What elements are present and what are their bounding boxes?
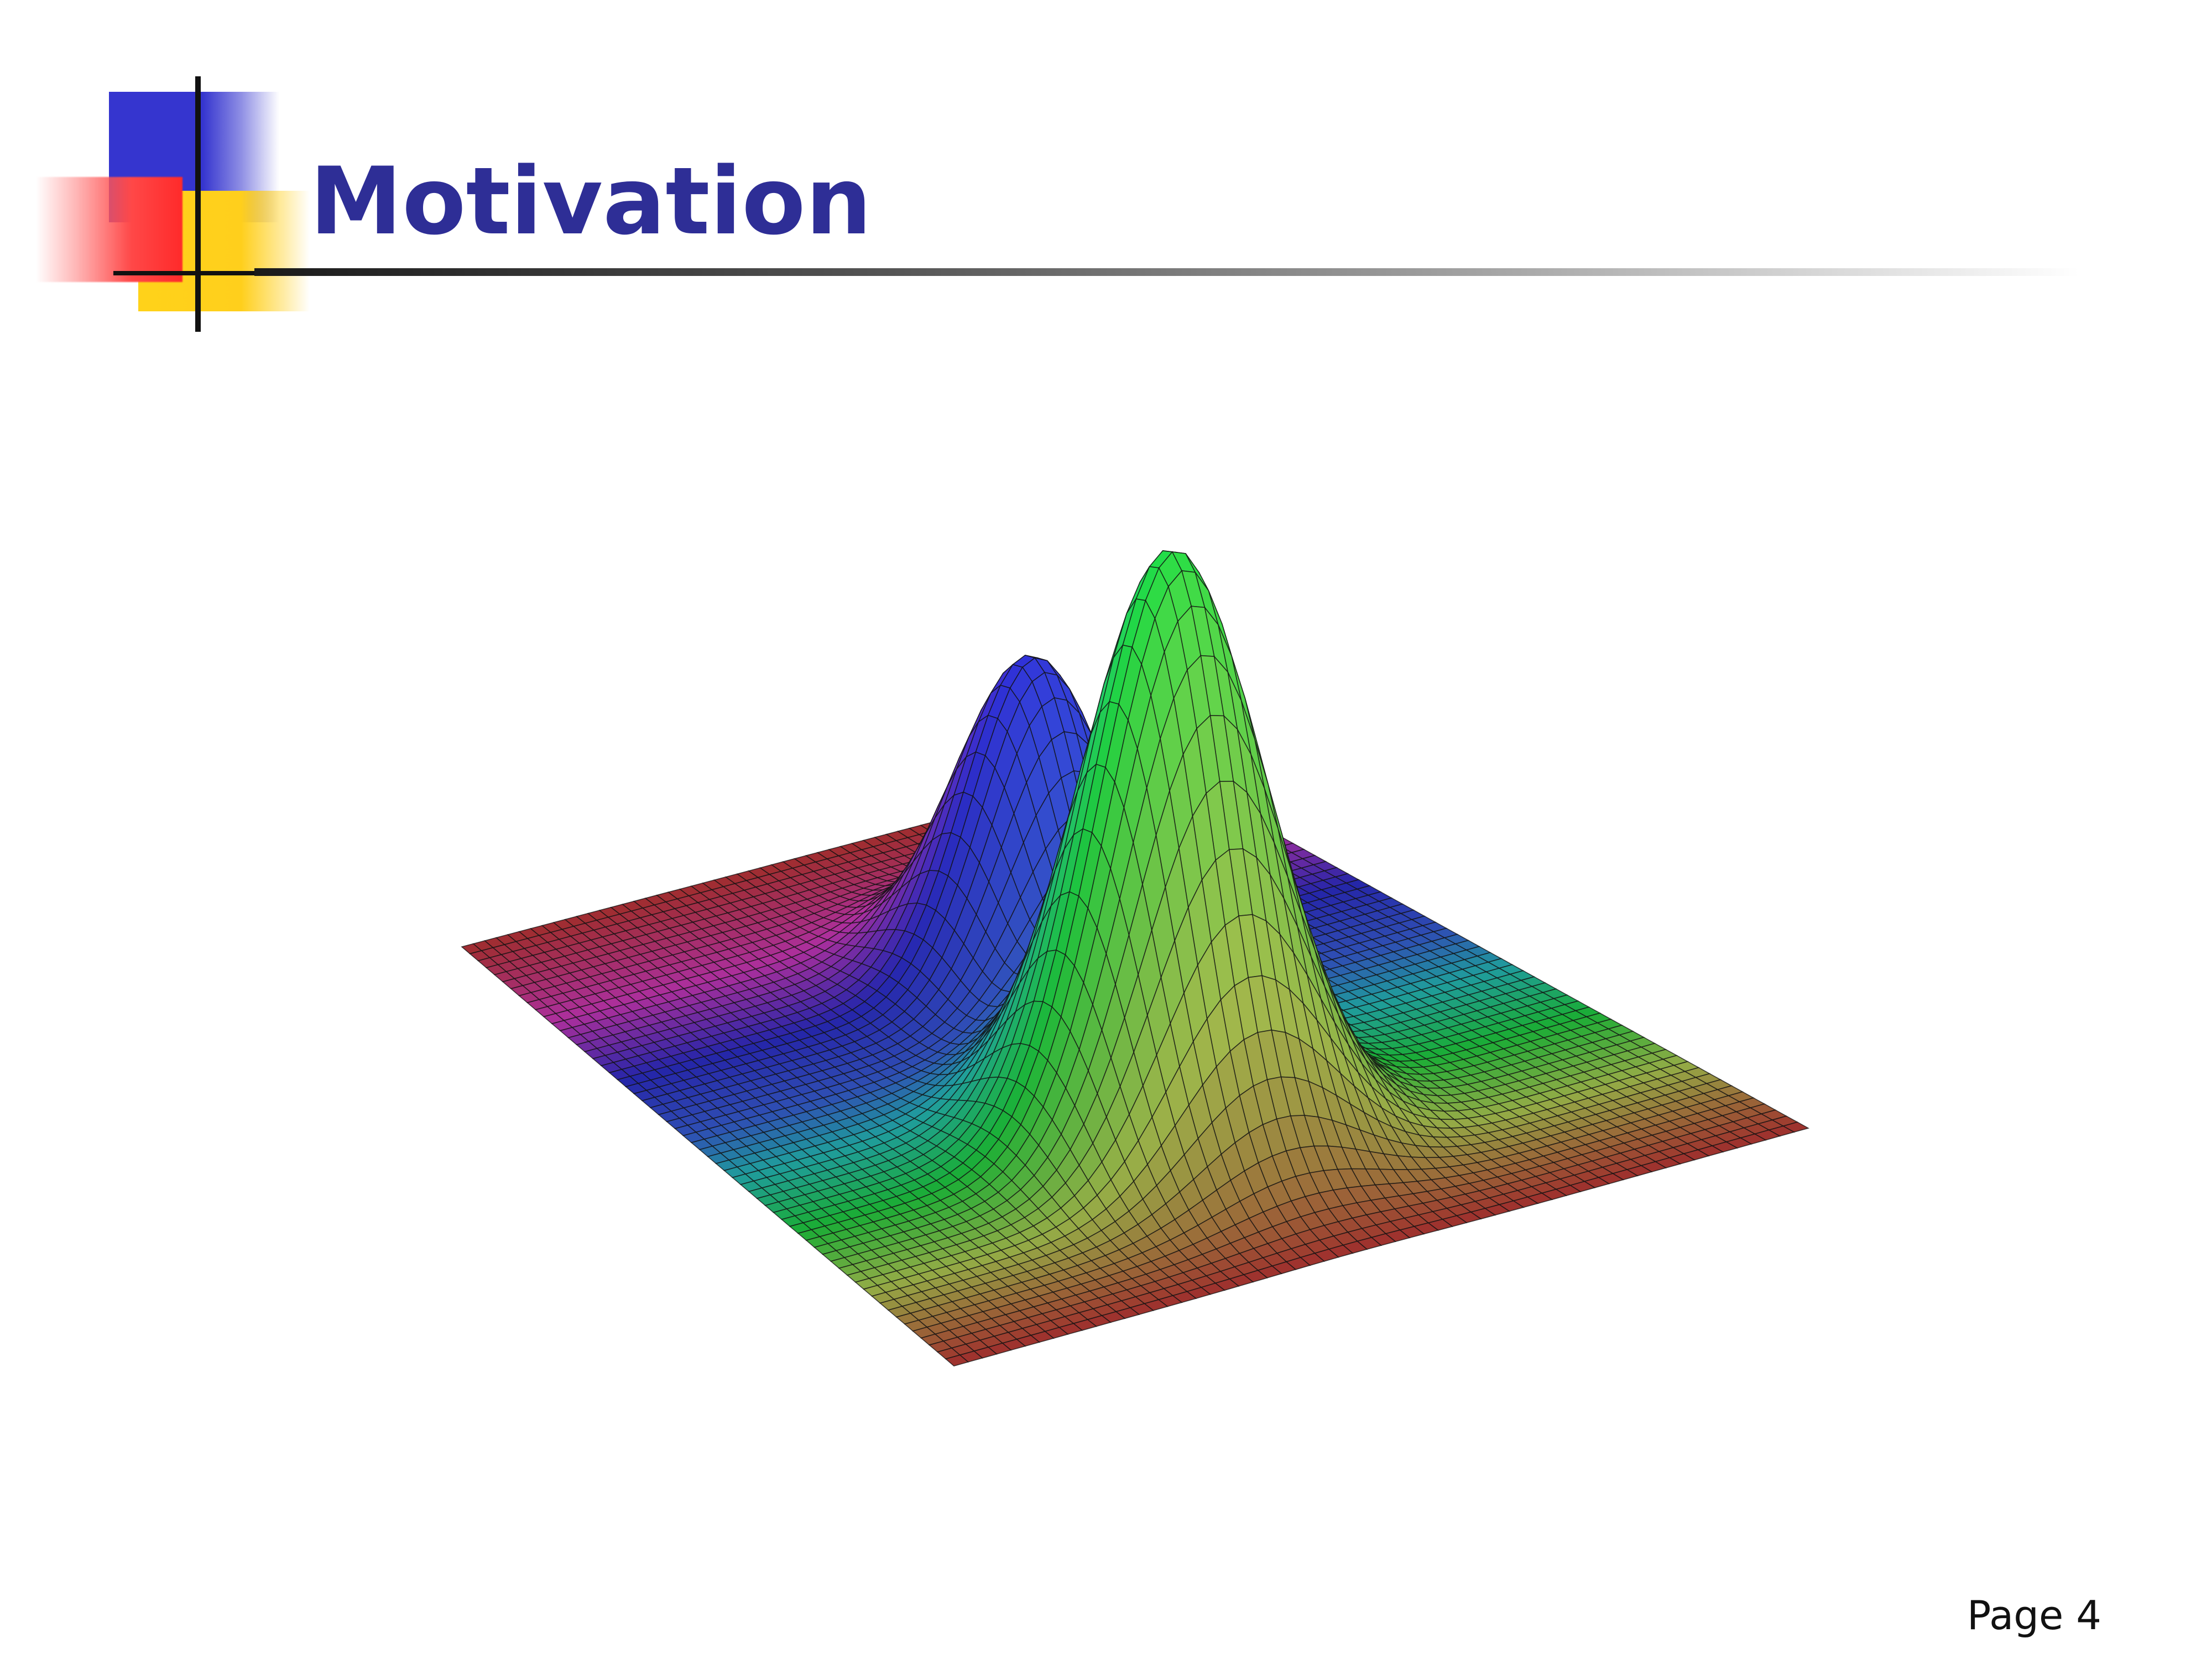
logo-vertical-line [195,76,201,332]
title-underline [254,268,2079,276]
logo-horizontal-line [113,271,257,275]
corner-logo [0,0,332,354]
logo-red-square [36,177,182,282]
page-number: Page 4 [1967,1592,2101,1639]
surface-cell [945,1354,969,1366]
surface-mesh [461,550,1810,1366]
slide-title: Motivation [310,147,872,255]
surface-plot-svg [461,550,1810,1366]
surface-plot [442,365,1836,1416]
